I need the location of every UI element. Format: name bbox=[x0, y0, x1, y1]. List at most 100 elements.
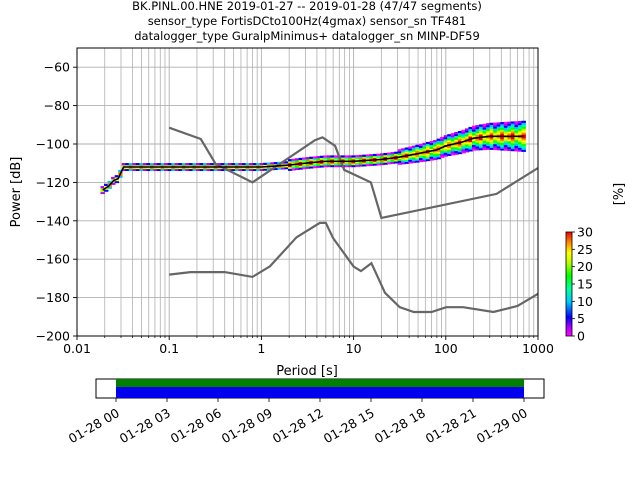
plot-background bbox=[77, 48, 538, 336]
psd-cell bbox=[514, 128, 519, 131]
psd-cell bbox=[358, 154, 364, 158]
psd-cell bbox=[185, 168, 190, 172]
psd-cell bbox=[146, 166, 151, 170]
psd-cell bbox=[312, 164, 318, 167]
psd-cell bbox=[238, 163, 243, 166]
psd-cell bbox=[489, 145, 495, 148]
psd-cell bbox=[256, 164, 261, 168]
psd-cell bbox=[461, 137, 466, 140]
psd-cell bbox=[401, 150, 406, 153]
psd-cell bbox=[507, 131, 512, 134]
psd-cell bbox=[252, 166, 258, 170]
psd-cell bbox=[210, 163, 215, 166]
psd-cell bbox=[433, 157, 438, 161]
psd-cell bbox=[362, 162, 367, 165]
psd-cell bbox=[252, 164, 258, 168]
psd-cell bbox=[510, 143, 516, 146]
psd-cell bbox=[461, 135, 466, 138]
psd-cell bbox=[447, 151, 452, 155]
psd-cell bbox=[447, 147, 452, 151]
colorbar-tick-label: 30 bbox=[577, 225, 593, 240]
psd-cell bbox=[238, 168, 243, 172]
psd-cell bbox=[351, 164, 357, 168]
psd-cell bbox=[464, 142, 470, 145]
psd-cell bbox=[411, 155, 417, 158]
title-line: sensor_type FortisDCto100Hz(4gmax) senso… bbox=[148, 14, 467, 28]
psd-cell bbox=[231, 166, 236, 170]
psd-cell bbox=[121, 168, 127, 172]
psd-cell bbox=[464, 144, 470, 147]
x-tick-label: 100 bbox=[434, 341, 458, 356]
psd-cell bbox=[252, 163, 258, 166]
psd-cell bbox=[500, 138, 505, 142]
psd-cell bbox=[510, 147, 516, 150]
psd-cell bbox=[365, 154, 371, 157]
psd-cell bbox=[401, 162, 406, 165]
psd-cell bbox=[401, 160, 406, 163]
y-tick-label: −100 bbox=[36, 137, 70, 152]
noise-model-line bbox=[168, 126, 539, 220]
psd-cell bbox=[174, 163, 180, 166]
psd-cell bbox=[146, 164, 151, 168]
psd-cell bbox=[461, 129, 466, 132]
psd-cell bbox=[486, 142, 491, 145]
psd-cell bbox=[468, 134, 473, 137]
psd-cell bbox=[139, 168, 144, 172]
psd-cell bbox=[493, 145, 498, 149]
x-tick-label: 10 bbox=[346, 341, 362, 356]
psd-cell bbox=[365, 156, 371, 159]
psd-cell bbox=[517, 147, 523, 150]
psd-cell bbox=[454, 152, 459, 155]
psd-cell bbox=[521, 140, 526, 143]
psd-cell bbox=[429, 158, 434, 161]
psd-cell bbox=[302, 165, 307, 168]
psd-cell bbox=[429, 148, 434, 151]
psd-cell bbox=[341, 161, 346, 164]
psd-cell bbox=[479, 132, 484, 135]
psd-cell bbox=[199, 166, 204, 170]
psd-cell bbox=[150, 168, 155, 172]
psd-cell bbox=[125, 164, 130, 168]
psd-cell bbox=[457, 142, 463, 145]
psd-cell bbox=[500, 129, 505, 132]
psd-cell bbox=[150, 164, 155, 168]
psd-cell bbox=[210, 166, 215, 170]
colorbar-tick-label: 20 bbox=[577, 259, 593, 274]
psd-cell bbox=[259, 164, 265, 168]
psd-cell bbox=[298, 159, 304, 162]
psd-cell bbox=[489, 126, 495, 129]
psd-cell bbox=[118, 175, 123, 178]
coverage-tick-label: 01-28 09 bbox=[219, 405, 275, 446]
psd-cell bbox=[295, 167, 300, 171]
psd-cell bbox=[422, 157, 427, 160]
psd-cell bbox=[514, 121, 519, 124]
psd-cell bbox=[178, 166, 183, 170]
psd-cell bbox=[319, 155, 325, 158]
psd-cell bbox=[503, 137, 509, 140]
psd-cell bbox=[436, 149, 442, 152]
psd-cell bbox=[160, 164, 166, 168]
psd-cell bbox=[429, 140, 434, 144]
psd-cell bbox=[517, 132, 523, 135]
psd-cell bbox=[305, 160, 311, 164]
psd-cell bbox=[337, 164, 342, 168]
psd-cell bbox=[118, 169, 123, 173]
psd-cell bbox=[436, 153, 442, 156]
psd-cell bbox=[517, 124, 523, 127]
psd-cell bbox=[390, 152, 396, 155]
psd-cell bbox=[440, 142, 445, 145]
psd-cell bbox=[270, 166, 275, 169]
psd-cell bbox=[517, 141, 523, 145]
psd-cell bbox=[316, 159, 321, 163]
psd-cell bbox=[341, 155, 346, 158]
psd-cell bbox=[450, 151, 456, 154]
psd-cell bbox=[365, 162, 371, 165]
psd-cell bbox=[464, 138, 470, 141]
psd-cell bbox=[121, 163, 127, 166]
psd-cell bbox=[461, 147, 466, 150]
psd-cell bbox=[479, 144, 484, 147]
psd-cell bbox=[436, 138, 442, 141]
mean-curve bbox=[102, 135, 524, 191]
psd-cell bbox=[249, 168, 254, 172]
psd-cell bbox=[440, 138, 445, 141]
